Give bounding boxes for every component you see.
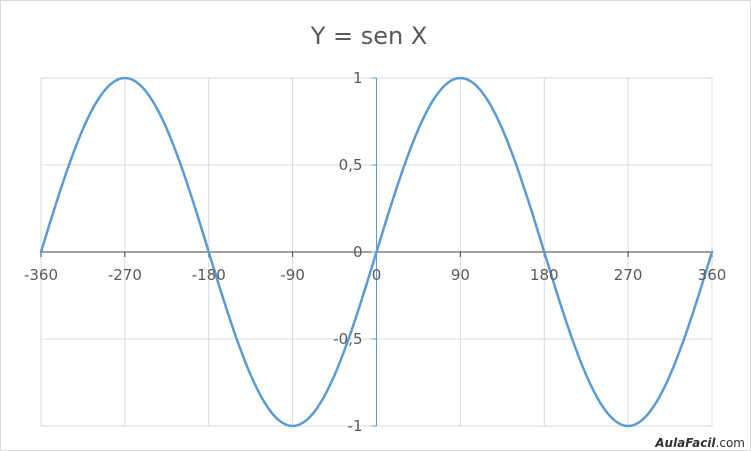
y-tick-label: 0,5 bbox=[339, 156, 363, 174]
x-tick-label: -360 bbox=[24, 266, 58, 284]
tick-labels: -360 -270 -180 -90 0 90 180 270 360 1 0,5 0 -0,5 -1 bbox=[24, 69, 726, 435]
y-tick-label: 1 bbox=[353, 69, 363, 87]
x-tick-label: 270 bbox=[614, 266, 643, 284]
x-tick-label: -90 bbox=[280, 266, 305, 284]
x-tick-label: 90 bbox=[451, 266, 470, 284]
chart-title: Y = sen X bbox=[310, 22, 428, 50]
sine-series-line bbox=[39, 76, 714, 428]
aulafacil-watermark: AulaFacil.com bbox=[654, 436, 745, 450]
x-tick-label: 0 bbox=[372, 266, 382, 284]
watermark-brand: AulaFacil bbox=[654, 436, 716, 450]
x-tick-label: -180 bbox=[192, 266, 226, 284]
y-tick-label: -0,5 bbox=[333, 330, 362, 348]
watermark-suffix: .com bbox=[716, 436, 745, 450]
y-tick-label: 0 bbox=[353, 243, 363, 261]
series-layer bbox=[39, 76, 714, 428]
x-tick-label: -270 bbox=[108, 266, 142, 284]
y-tick-label: -1 bbox=[348, 417, 363, 435]
x-tick-label: 360 bbox=[698, 266, 727, 284]
x-tick-label: 180 bbox=[530, 266, 559, 284]
